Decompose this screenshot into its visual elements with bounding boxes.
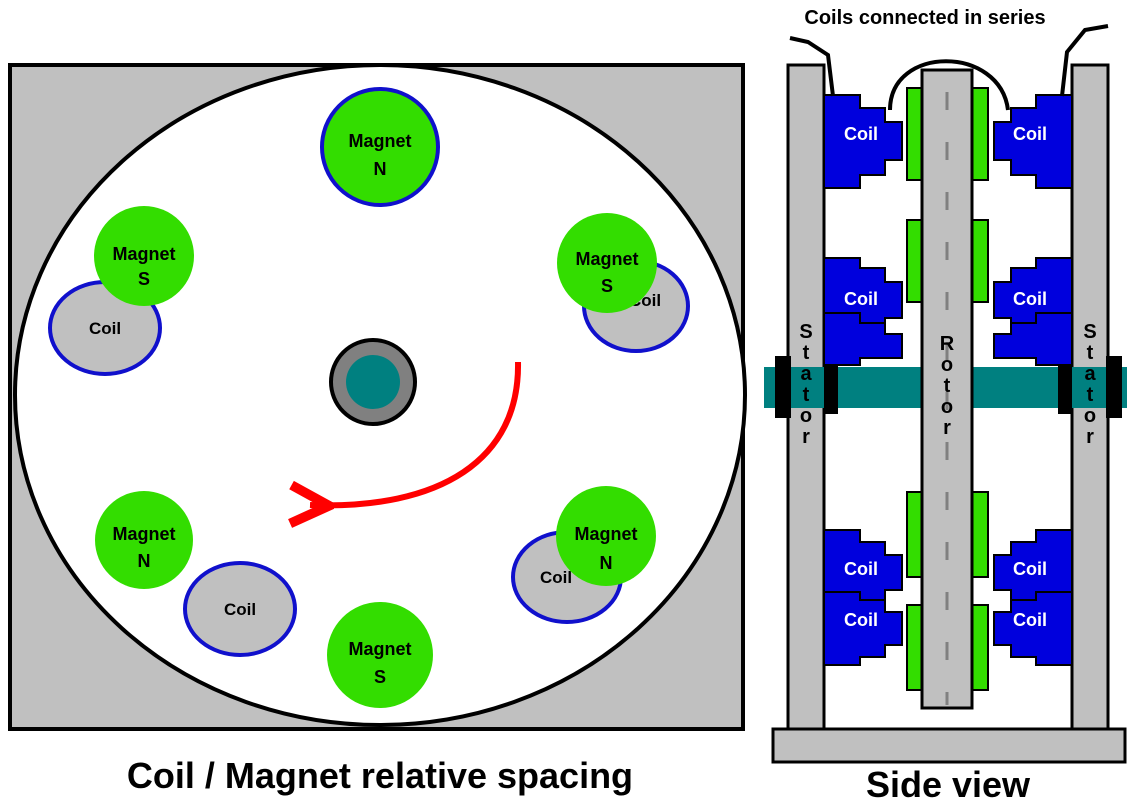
side-coil-label: Coil	[1013, 124, 1047, 144]
coil-label: Coil	[540, 568, 572, 587]
side-coil-label: Coil	[844, 610, 878, 630]
svg-text:t: t	[803, 342, 810, 364]
svg-text:S: S	[799, 321, 812, 343]
series-wire-left	[789, 36, 835, 97]
side-coil-label: Coil	[1013, 610, 1047, 630]
svg-text:r: r	[943, 417, 951, 439]
svg-text:r: r	[802, 426, 810, 448]
svg-text:N: N	[138, 551, 151, 571]
magnet-upper-right: Magnet S	[557, 213, 657, 313]
side-view: Coil Coil Coil Coil Coil Coil Coil Coil …	[764, 7, 1127, 802]
svg-text:a: a	[1084, 363, 1096, 385]
svg-text:R: R	[940, 333, 955, 355]
svg-text:S: S	[1083, 321, 1096, 343]
bearing-left-inner	[824, 360, 838, 414]
rotor-magnet	[970, 604, 989, 691]
svg-text:t: t	[803, 384, 810, 406]
svg-text:a: a	[800, 363, 812, 385]
magnet-lower-right: Magnet N	[556, 486, 656, 586]
svg-text:S: S	[138, 269, 150, 289]
rotor-magnet	[970, 87, 989, 181]
rotation-arrow	[310, 361, 522, 505]
svg-text:Magnet: Magnet	[575, 524, 638, 544]
side-view-caption: Side view	[866, 764, 1031, 802]
svg-text:N: N	[600, 553, 613, 573]
svg-text:o: o	[941, 396, 953, 418]
side-coil-label: Coil	[844, 289, 878, 309]
magnet-bottom: Magnet S	[327, 602, 433, 708]
side-coil-label: Coil	[844, 124, 878, 144]
svg-text:t: t	[944, 375, 951, 397]
wiring-label: Coils connected in series	[804, 7, 1045, 29]
rotor-label: R o t o r	[940, 333, 955, 439]
rotor-magnet	[970, 491, 989, 578]
magnet-upper-left: Magnet S	[94, 206, 194, 306]
side-coil-label: Coil	[844, 559, 878, 579]
series-wire-middle	[888, 59, 1010, 111]
svg-text:Magnet: Magnet	[349, 131, 412, 151]
shaft-core	[346, 355, 400, 409]
svg-text:Magnet: Magnet	[113, 524, 176, 544]
svg-text:Magnet: Magnet	[349, 639, 412, 659]
side-coil-label: Coil	[1013, 559, 1047, 579]
svg-text:Magnet: Magnet	[113, 244, 176, 264]
svg-text:r: r	[1086, 426, 1094, 448]
coil: Coil	[183, 561, 297, 657]
svg-text:S: S	[374, 667, 386, 687]
coil-blocks	[823, 94, 1073, 666]
svg-text:Magnet: Magnet	[576, 249, 639, 269]
magnet-lower-left: Magnet N	[95, 491, 193, 589]
series-wire-right	[1060, 24, 1109, 97]
bearing-right	[1106, 356, 1122, 418]
svg-text:S: S	[601, 276, 613, 296]
side-coil-label: Coil	[1013, 289, 1047, 309]
coil-label: Coil	[89, 319, 121, 338]
svg-text:N: N	[374, 159, 387, 179]
bearing-right-inner	[1058, 360, 1072, 414]
svg-text:t: t	[1087, 342, 1094, 364]
front-view-caption: Coil / Magnet relative spacing	[127, 755, 633, 796]
bearing-left	[775, 356, 791, 418]
svg-text:o: o	[941, 354, 953, 376]
rotor-magnet	[970, 219, 989, 303]
magnet-top: Magnet N	[320, 87, 440, 207]
svg-text:o: o	[800, 405, 812, 427]
coil-label: Coil	[224, 600, 256, 619]
base-plate	[771, 727, 1127, 764]
front-view: Coil Coil Coil Coil Magnet N Magnet S Ma…	[8, 63, 747, 796]
svg-text:o: o	[1084, 405, 1096, 427]
stator-right-label: S t a t o r	[1083, 321, 1096, 448]
stator-left-label: S t a t o r	[799, 321, 812, 448]
svg-text:t: t	[1087, 384, 1094, 406]
